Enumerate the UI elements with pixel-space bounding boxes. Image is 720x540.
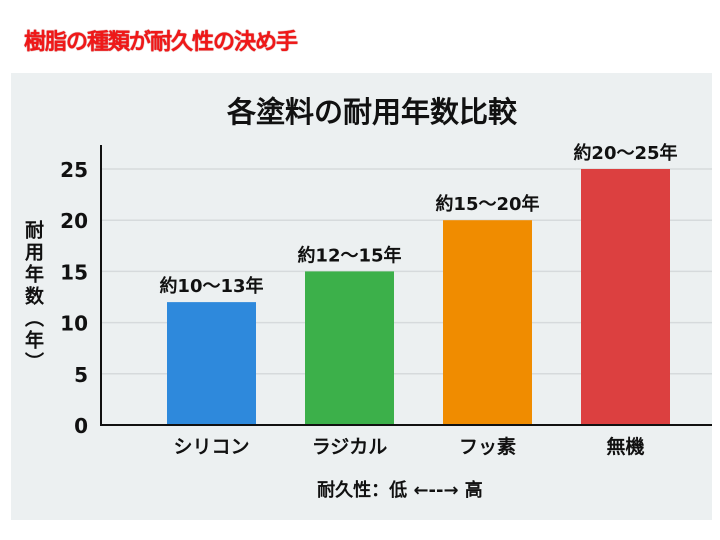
page-heading: 樹脂の種類が耐久性の決め手 (24, 30, 298, 55)
y-tick-label: 25 (60, 158, 88, 182)
data-label: 約12〜15年 (297, 244, 401, 266)
y-tick-label: 0 (74, 414, 88, 438)
chart-title: 各塗料の耐用年数比較 (226, 95, 518, 129)
x-tick-label: シリコン (173, 436, 249, 458)
x-axis-label: 耐久性：低 ←--→ 高 (317, 479, 483, 501)
y-tick-label: 5 (74, 363, 88, 387)
x-tick-label: フッ素 (459, 435, 516, 458)
bar (581, 169, 670, 425)
x-tick-label: 無機 (606, 435, 644, 458)
data-label: 約15〜20年 (435, 193, 539, 215)
x-tick-label: ラジカル (312, 436, 388, 458)
y-tick-label: 20 (60, 209, 88, 233)
y-tick-label: 10 (60, 312, 88, 336)
bar (443, 220, 532, 425)
y-axis-label: 耐用年数（年） (22, 220, 44, 374)
bar (305, 271, 394, 425)
data-label: 約20〜25年 (573, 142, 677, 164)
data-label: 約10〜13年 (159, 275, 263, 297)
bar (167, 302, 256, 425)
y-tick-label: 15 (60, 260, 88, 284)
